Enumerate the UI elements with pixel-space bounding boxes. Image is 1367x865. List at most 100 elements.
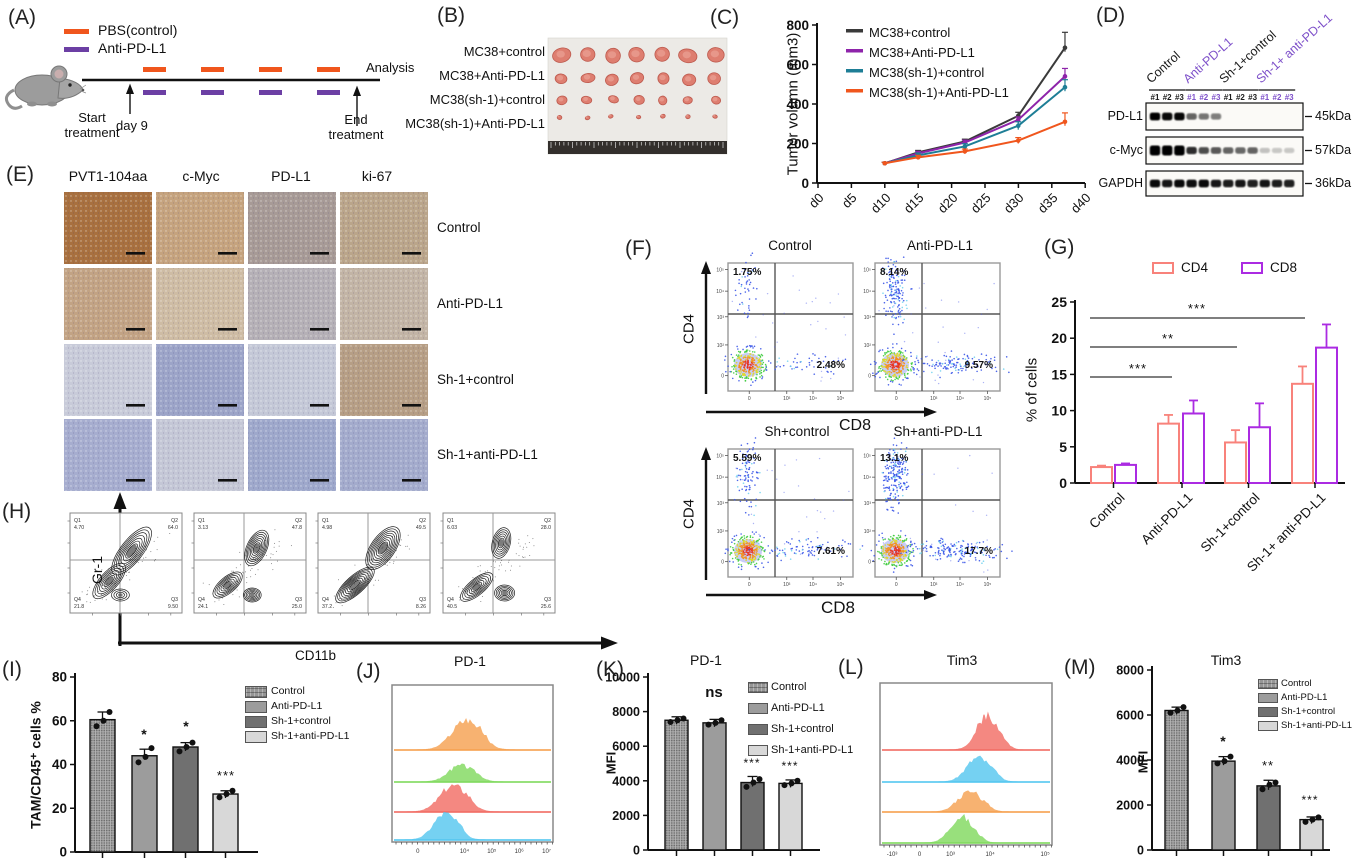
cd4-legend-swatch <box>1152 262 1174 274</box>
panel-i-plot-y-tick: 60 <box>52 713 67 728</box>
legend-pbs-label: PBS(control) <box>98 22 178 38</box>
blot-protein-label: PD-L1 <box>1107 109 1143 123</box>
g-y-tick: 5 <box>1059 439 1067 455</box>
tumor-row-label: MC38+Anti-PD-L1 <box>439 68 545 83</box>
quadrant-id: Q2 <box>295 518 302 524</box>
sig-label: *** <box>1128 361 1148 376</box>
legend-swatch-control <box>245 686 267 698</box>
panel-k-plot-y-tick: 6000 <box>612 740 640 754</box>
quadrant-value: 25.0 <box>292 604 302 610</box>
flow-x-tick: 10⁵ <box>984 396 992 402</box>
blot-size-label: 57kDa <box>1315 143 1352 157</box>
flow-x-tick: 10⁴ <box>956 396 964 402</box>
ihc-column-header: ki-67 <box>361 168 393 184</box>
tumor-row-label: MC38(sh-1)+Anti-PD-L1 <box>405 116 545 131</box>
sig-label: ** <box>1161 331 1175 346</box>
panel-j-plot: 0 10⁴ 10⁵ 10⁶ 10⁷ <box>391 684 554 855</box>
panel-k-plot-y-tick: 8000 <box>612 705 640 719</box>
g-y-tick: 20 <box>1051 330 1067 346</box>
legend-swatch <box>1258 707 1278 717</box>
sig-label: * <box>183 718 189 734</box>
start-treatment-label: Start treatment <box>64 110 120 140</box>
legend-label: Sh-1+control <box>271 715 331 727</box>
flow-x-tick: 0 <box>895 396 898 402</box>
ihc-row-label: Anti-PD-L1 <box>437 296 504 311</box>
m-y-axis-label: MFI <box>1135 750 1151 774</box>
legend-label: Control <box>1281 678 1312 689</box>
panel-j-plot-x-tick: 10⁴ <box>460 848 470 855</box>
quadrant-id: Q3 <box>171 597 178 603</box>
flow-y-tick: 10⁴ <box>863 289 871 295</box>
lane-label: #1 <box>1151 93 1160 102</box>
analysis-label: Analysis <box>366 60 415 75</box>
legend-label: Sh-1+control <box>771 723 834 735</box>
blot-size-label: 36kDa <box>1315 176 1352 190</box>
legend-swatch <box>1258 721 1278 731</box>
panel-k-plot-y-tick: 0 <box>633 844 640 858</box>
flow-x-axis-label: CD8 <box>838 417 872 434</box>
quadrant-pct: 7.61% <box>816 546 845 557</box>
panel-c-tag: (C) <box>710 6 740 29</box>
lane-label: #2 <box>1163 93 1172 102</box>
lane-label: #1 <box>1187 93 1196 102</box>
flow-y-tick: 10³ <box>864 315 872 321</box>
blot-size-label: 45kDa <box>1315 109 1352 123</box>
flow-x-tick: 10⁴ <box>809 582 817 588</box>
flow-y-tick: 10³ <box>717 501 725 507</box>
sig-label: *** <box>216 768 236 783</box>
flow-x-tick: 10⁴ <box>956 582 964 588</box>
cd4-legend-label: CD4 <box>1181 260 1209 275</box>
panel-b-photo <box>547 37 728 155</box>
flow-x-tick: 0 <box>748 582 751 588</box>
legend-label: Sh-1+anti-PD-L1 <box>271 730 350 742</box>
legend-label: Control <box>771 681 807 693</box>
k-y-axis-label: MFI <box>603 751 619 775</box>
lane-label: #3 <box>1248 93 1257 102</box>
blot-protein-label: c-Myc <box>1109 143 1143 157</box>
panel-k-tag: (K) <box>596 658 624 681</box>
flow-plot-title: Sh+anti-PD-L1 <box>893 424 983 439</box>
quadrant-value: 21.8 <box>74 604 84 610</box>
flow-plot-title: Anti-PD-L1 <box>906 238 974 253</box>
panel-h-tag: (H) <box>2 500 32 523</box>
end-treatment-label: End treatment <box>328 112 384 142</box>
quadrant-value: 28.0 <box>541 525 551 531</box>
flow-y-tick: 10⁵ <box>716 453 724 459</box>
quadrant-pct: 2.48% <box>816 360 845 371</box>
panel-c-plot: 0 200 400 600 800 <box>786 18 1086 191</box>
c-y-tick: 0 <box>801 176 809 191</box>
flow-x-tick: 0 <box>895 582 898 588</box>
flow-x-tick: 10³ <box>783 396 791 402</box>
panel-l-plot-x-tick: -10³ <box>887 852 898 858</box>
panel-m-plot-y-tick: 4000 <box>1116 754 1144 768</box>
panel-m-plot-y-tick: 0 <box>1137 844 1144 858</box>
legend-antipdl1-label: Anti-PD-L1 <box>98 40 167 56</box>
quadrant-value: 8.26 <box>416 604 426 610</box>
panel-l-plot-x-tick: 0 <box>918 852 922 858</box>
legend-label: Sh-1+anti-PD-L1 <box>1281 720 1353 731</box>
legend-label: Anti-PD-L1 <box>271 700 323 712</box>
c-legend-item: MC38(sh-1)+Anti-PD-L1 <box>869 85 1009 100</box>
c-legend-item: MC38+Anti-PD-L1 <box>869 45 975 60</box>
lane-label: #3 <box>1285 93 1294 102</box>
quadrant-value: 37.2 <box>322 604 332 610</box>
panel-k-plot-y-tick: 2000 <box>612 809 640 823</box>
ihc-row-label: Sh-1+control <box>437 372 514 387</box>
quadrant-id: Q3 <box>295 597 302 603</box>
sig-label: * <box>1220 733 1226 749</box>
panel-l-plot: -10³ 0 10³ 10⁴ 10⁵ <box>879 682 1053 858</box>
quadrant-id: Q2 <box>544 518 551 524</box>
legend-swatch-control <box>1258 679 1278 689</box>
ihc-column-header: c-Myc <box>182 168 220 184</box>
quadrant-value: 25.6 <box>541 604 551 610</box>
flow-y-axis-label: CD4 <box>680 498 698 530</box>
flow-y-tick: 10³ <box>864 501 872 507</box>
legend-swatch <box>245 701 267 713</box>
flow-y-tick: 0 <box>721 560 724 566</box>
i-y-axis-label: TAM/CD45⁺ cells % <box>27 701 44 829</box>
g-y-tick: 15 <box>1051 366 1067 382</box>
panel-i-plot-y-tick: 0 <box>59 845 67 860</box>
flow-y-tick: 10² <box>717 343 725 349</box>
flow-y-tick: 10⁴ <box>716 475 724 481</box>
